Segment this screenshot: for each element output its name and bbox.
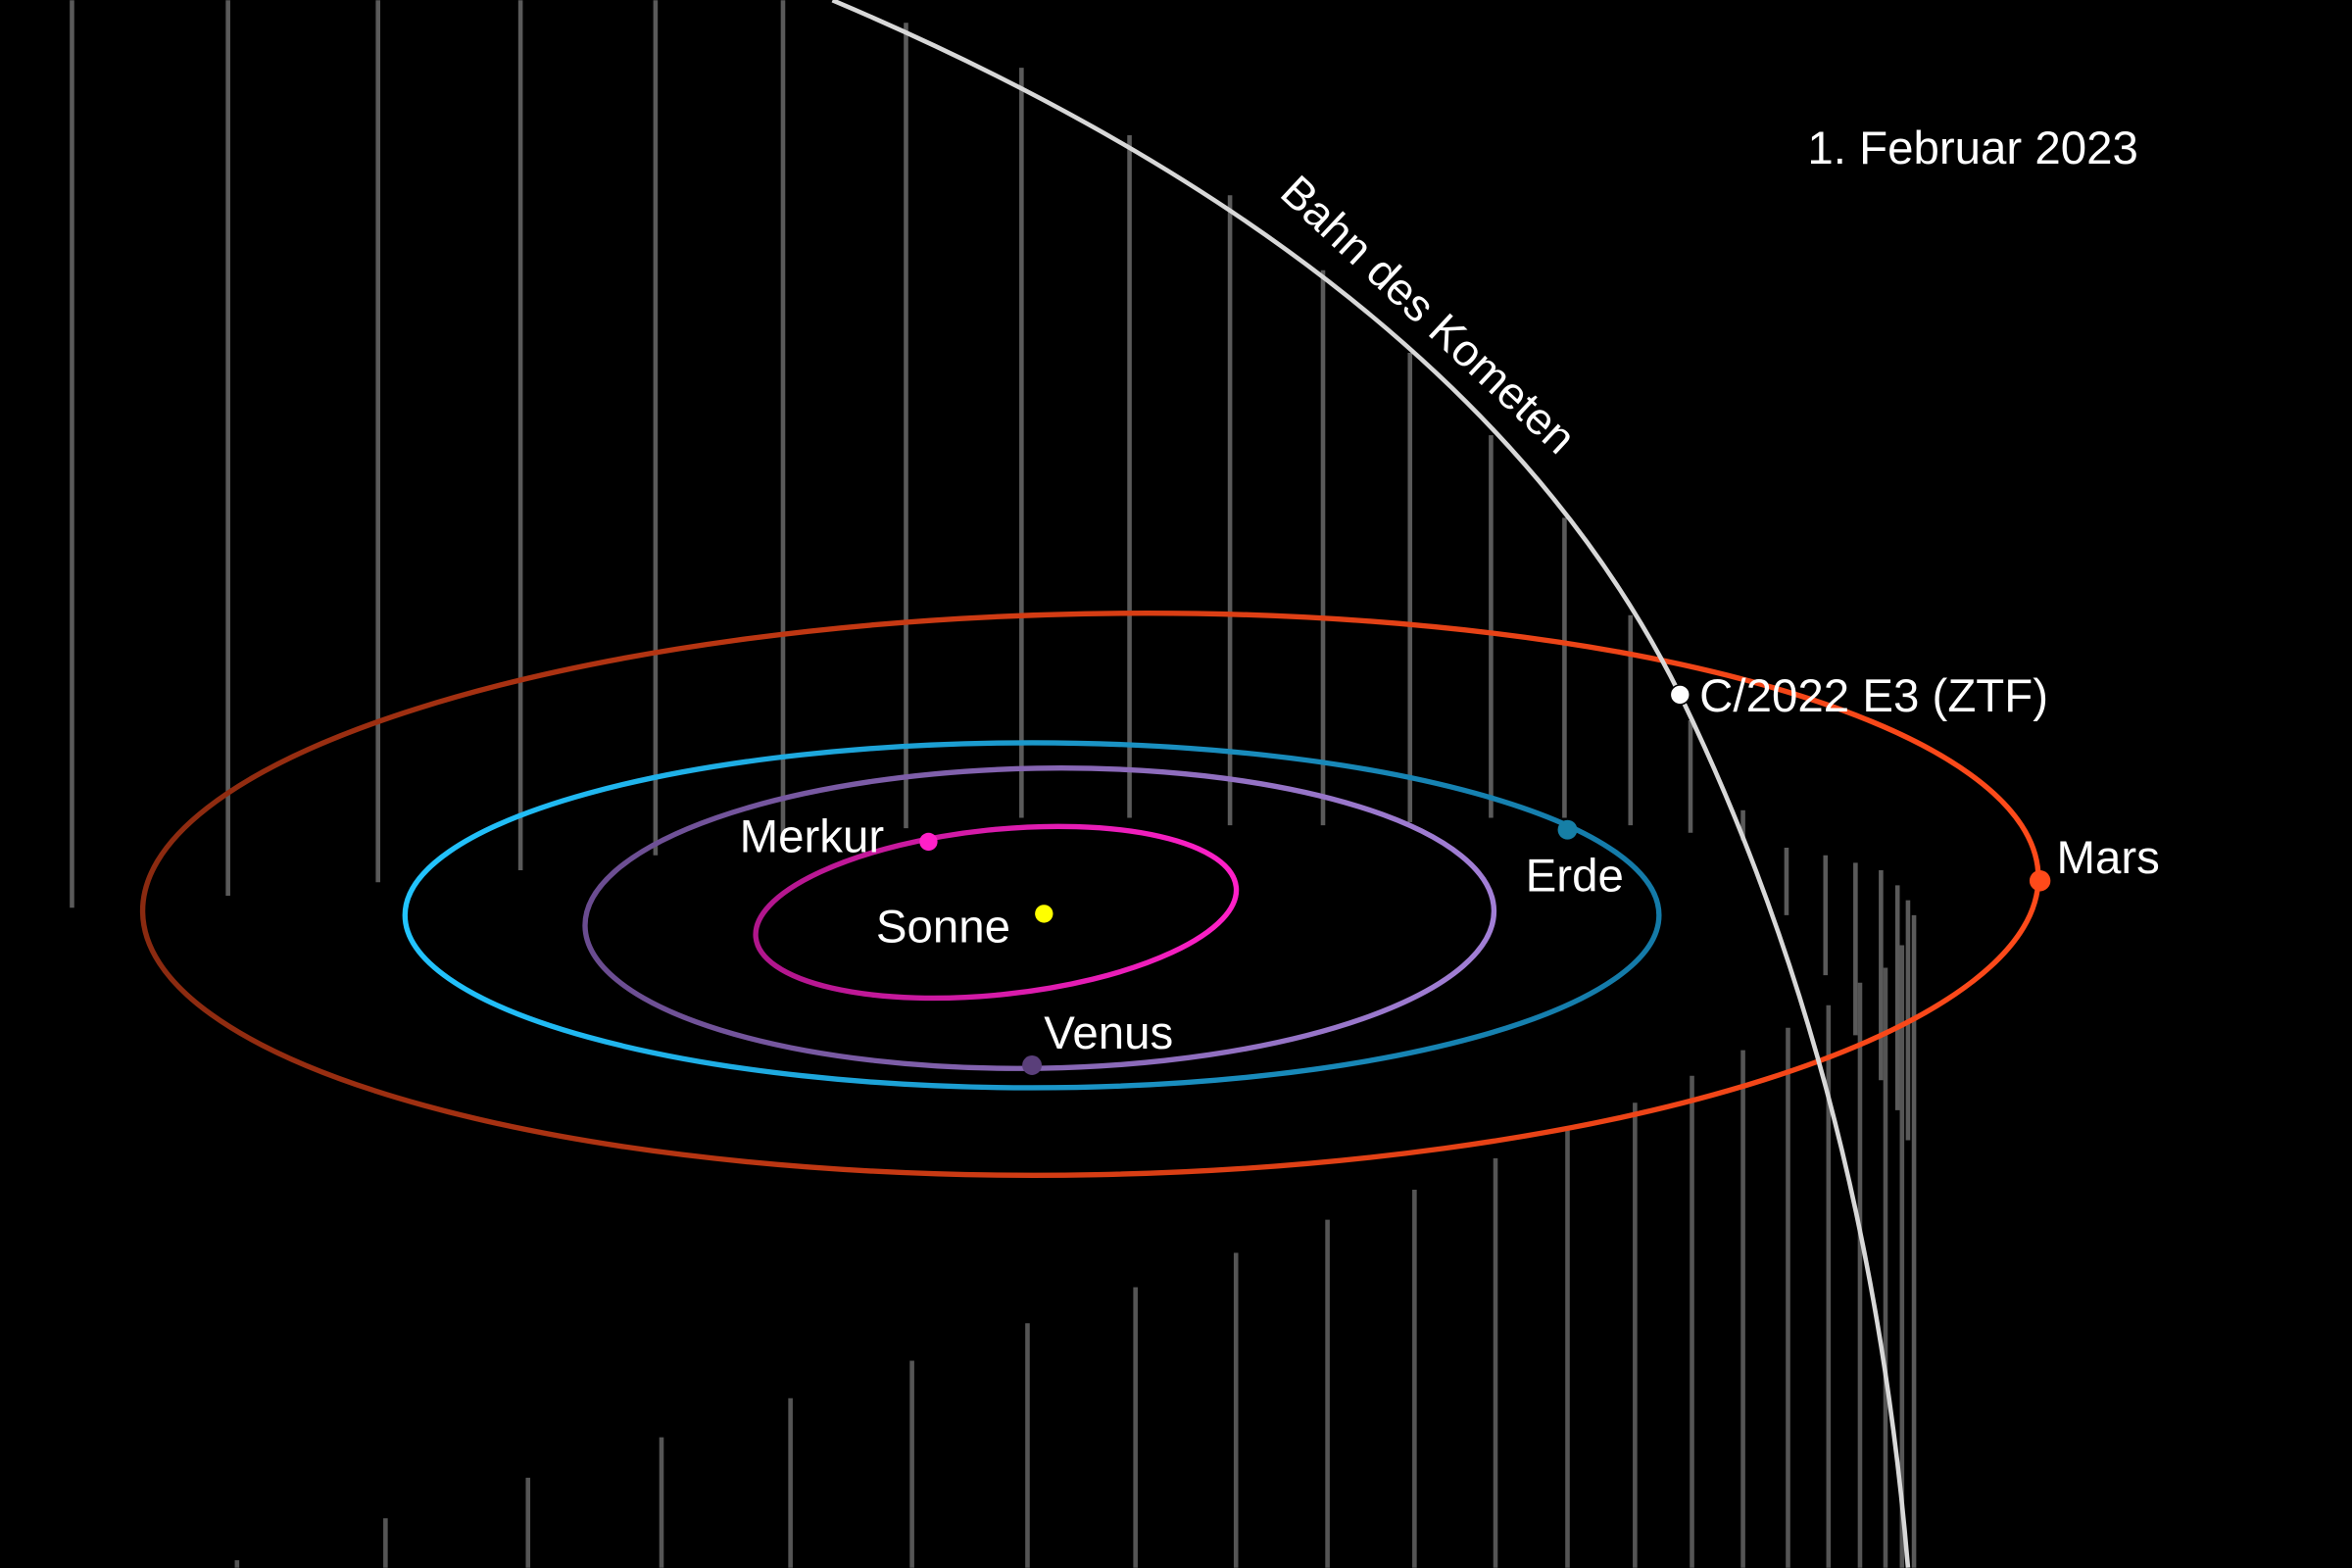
venus-marker	[1022, 1055, 1043, 1075]
comet-path-label: Bahn des Kometen	[1271, 166, 1586, 464]
earth-marker	[1557, 819, 1578, 840]
comet-label: C/2022 E3 (ZTF)	[1699, 670, 2048, 722]
venus-label: Venus	[1044, 1007, 1173, 1059]
comet-orbit	[831, 0, 1911, 1568]
earth-label: Erde	[1526, 850, 1624, 902]
venus-orbit	[582, 765, 1497, 1071]
sun-marker	[1035, 905, 1054, 923]
mars-label: Mars	[2056, 832, 2159, 884]
mercury-label: Merkur	[740, 811, 885, 863]
mars-marker	[2029, 870, 2051, 892]
mercury-marker	[919, 832, 938, 852]
sun-label: Sonne	[876, 901, 1010, 953]
mercury-orbit	[753, 823, 1240, 1002]
date-label: 1. Februar 2023	[1807, 122, 2138, 174]
comet-marker	[1669, 684, 1690, 706]
ecliptic-drop-lines	[70, 0, 1917, 1568]
earth-orbit	[402, 740, 1662, 1091]
